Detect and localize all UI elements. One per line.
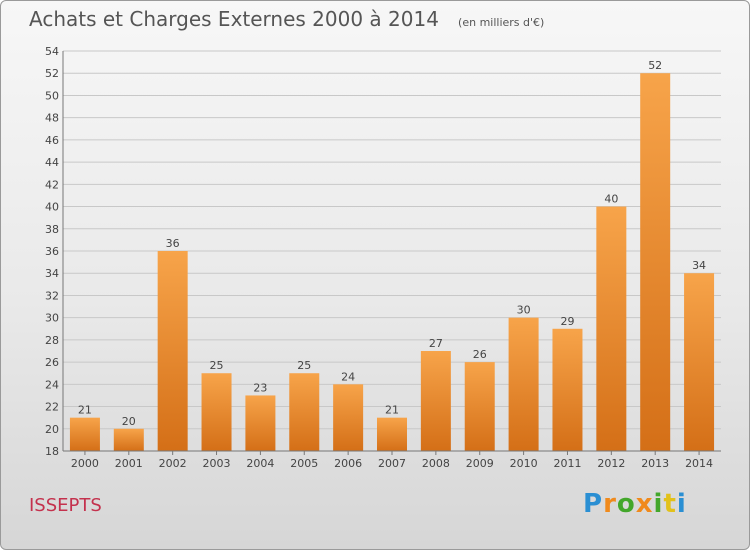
bar-2004	[245, 395, 276, 451]
bars	[69, 73, 715, 451]
x-tick-label: 2013	[641, 457, 669, 470]
x-tick-label: 2005	[290, 457, 318, 470]
y-tick-label: 42	[45, 178, 59, 191]
y-tick-label: 28	[45, 334, 59, 347]
x-tick-label: 2004	[246, 457, 274, 470]
y-tick-label: 54	[45, 45, 59, 58]
data-label: 27	[429, 337, 443, 350]
y-tick-label: 38	[45, 223, 59, 236]
bar-2005	[289, 373, 320, 451]
x-tick-label: 2009	[466, 457, 494, 470]
y-tick-label: 30	[45, 312, 59, 325]
bar-2008	[420, 351, 451, 451]
x-tick-label: 2000	[71, 457, 99, 470]
y-tick-label: 24	[45, 378, 59, 391]
x-tick-label: 2012	[597, 457, 625, 470]
y-tick-label: 48	[45, 112, 59, 125]
y-tick-label: 44	[45, 156, 59, 169]
data-label: 34	[692, 259, 706, 272]
bar-2011	[552, 328, 583, 451]
y-tick-label: 20	[45, 423, 59, 436]
commune-name: ISSEPTS	[29, 495, 102, 516]
y-tick-label: 50	[45, 89, 59, 102]
bar-2007	[377, 417, 407, 451]
bar-2002	[157, 251, 188, 451]
data-label: 25	[297, 359, 311, 372]
x-tick-label: 2008	[422, 457, 450, 470]
bar-2003	[201, 373, 232, 451]
y-tick-label: 18	[45, 445, 59, 458]
bar-2010	[508, 317, 539, 451]
data-label: 23	[253, 381, 267, 394]
title-row: Achats et Charges Externes 2000 à 2014 (…	[29, 7, 544, 31]
y-tick-label: 46	[45, 134, 59, 147]
y-tick-label: 22	[45, 401, 59, 414]
bar-2013	[640, 73, 671, 451]
x-tick-label: 2014	[685, 457, 713, 470]
data-label: 29	[560, 315, 574, 328]
data-label: 36	[166, 237, 180, 250]
x-tick-label: 2002	[159, 457, 187, 470]
y-tick-label: 52	[45, 67, 59, 80]
data-label: 25	[210, 359, 224, 372]
y-tick-label: 32	[45, 289, 59, 302]
data-label: 52	[648, 59, 662, 72]
data-label: 24	[341, 370, 355, 383]
data-label: 30	[517, 304, 531, 317]
y-tick-label: 34	[45, 267, 59, 280]
data-label: 26	[473, 348, 487, 361]
bar-2000	[69, 417, 100, 451]
chart-title: Achats et Charges Externes 2000 à 2014	[29, 7, 439, 31]
data-label: 21	[385, 404, 399, 417]
x-tick-label: 2006	[334, 457, 362, 470]
x-tick-label: 2003	[203, 457, 231, 470]
bar-2009	[464, 362, 495, 451]
proxiti-logo: Proxiti	[583, 489, 687, 519]
y-tick-label: 40	[45, 201, 59, 214]
labels: 18 20 22 24 26 28 30 32 34 36 38 40 42 44 46 48 50 52 54 21…	[45, 45, 713, 470]
bar-2001	[113, 428, 144, 451]
bar-2012	[596, 206, 627, 451]
bar-2014	[684, 273, 715, 451]
x-tick-label: 2001	[115, 457, 143, 470]
x-tick-label: 2007	[378, 457, 406, 470]
x-tick-label: 2010	[510, 457, 538, 470]
x-tick-label: 2011	[553, 457, 581, 470]
data-label: 40	[604, 193, 618, 206]
y-tick-label: 36	[45, 245, 59, 258]
data-label: 21	[78, 404, 92, 417]
axes	[62, 51, 721, 455]
bar-2006	[333, 384, 364, 451]
data-label: 20	[122, 415, 136, 428]
chart-subtitle: (en milliers d'€)	[458, 16, 545, 29]
y-tick-label: 26	[45, 356, 59, 369]
